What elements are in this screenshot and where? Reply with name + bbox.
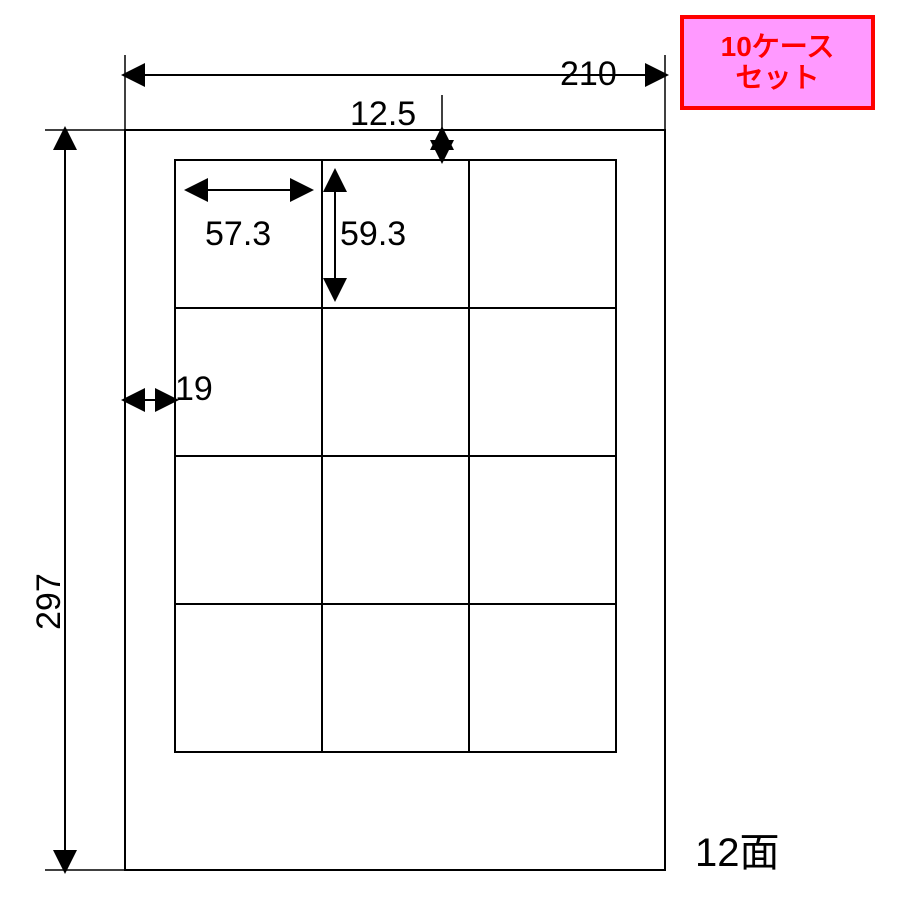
dim-cell-height: 59.3 <box>340 215 406 254</box>
dim-width-total: 210 <box>560 55 617 94</box>
dim-height-total: 297 <box>30 573 69 630</box>
dim-top-margin: 12.5 <box>350 95 416 134</box>
badge-line2: セット <box>735 63 819 94</box>
footer-label: 12面 <box>695 820 780 878</box>
promo-badge: 10ケース セット <box>680 15 875 110</box>
dim-left-margin: 19 <box>175 370 213 409</box>
badge-line1: 10ケース <box>721 32 835 63</box>
diagram-svg <box>0 0 900 900</box>
dim-cell-width: 57.3 <box>205 215 271 254</box>
